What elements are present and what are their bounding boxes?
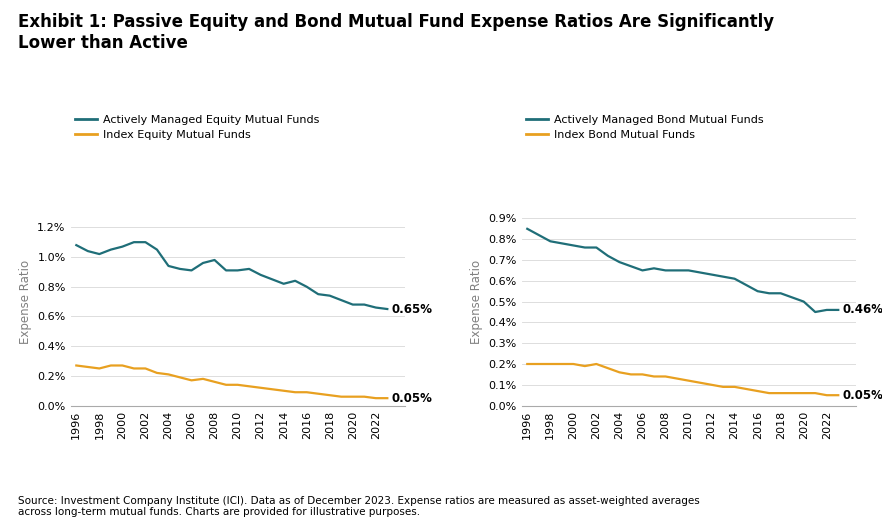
Text: 0.05%: 0.05% xyxy=(392,392,433,405)
Text: 0.65%: 0.65% xyxy=(392,303,433,316)
Text: Source: Investment Company Institute (ICI). Data as of December 2023. Expense ra: Source: Investment Company Institute (IC… xyxy=(18,496,699,517)
Y-axis label: Expense Ratio: Expense Ratio xyxy=(470,259,482,344)
Legend: Actively Managed Bond Mutual Funds, Index Bond Mutual Funds: Actively Managed Bond Mutual Funds, Inde… xyxy=(521,110,768,145)
Text: Exhibit 1: Passive Equity and Bond Mutual Fund Expense Ratios Are Significantly
: Exhibit 1: Passive Equity and Bond Mutua… xyxy=(18,13,774,52)
Legend: Actively Managed Equity Mutual Funds, Index Equity Mutual Funds: Actively Managed Equity Mutual Funds, In… xyxy=(71,110,324,145)
Text: 0.05%: 0.05% xyxy=(843,388,882,401)
Text: 0.46%: 0.46% xyxy=(843,304,882,316)
Y-axis label: Expense Ratio: Expense Ratio xyxy=(19,259,32,344)
